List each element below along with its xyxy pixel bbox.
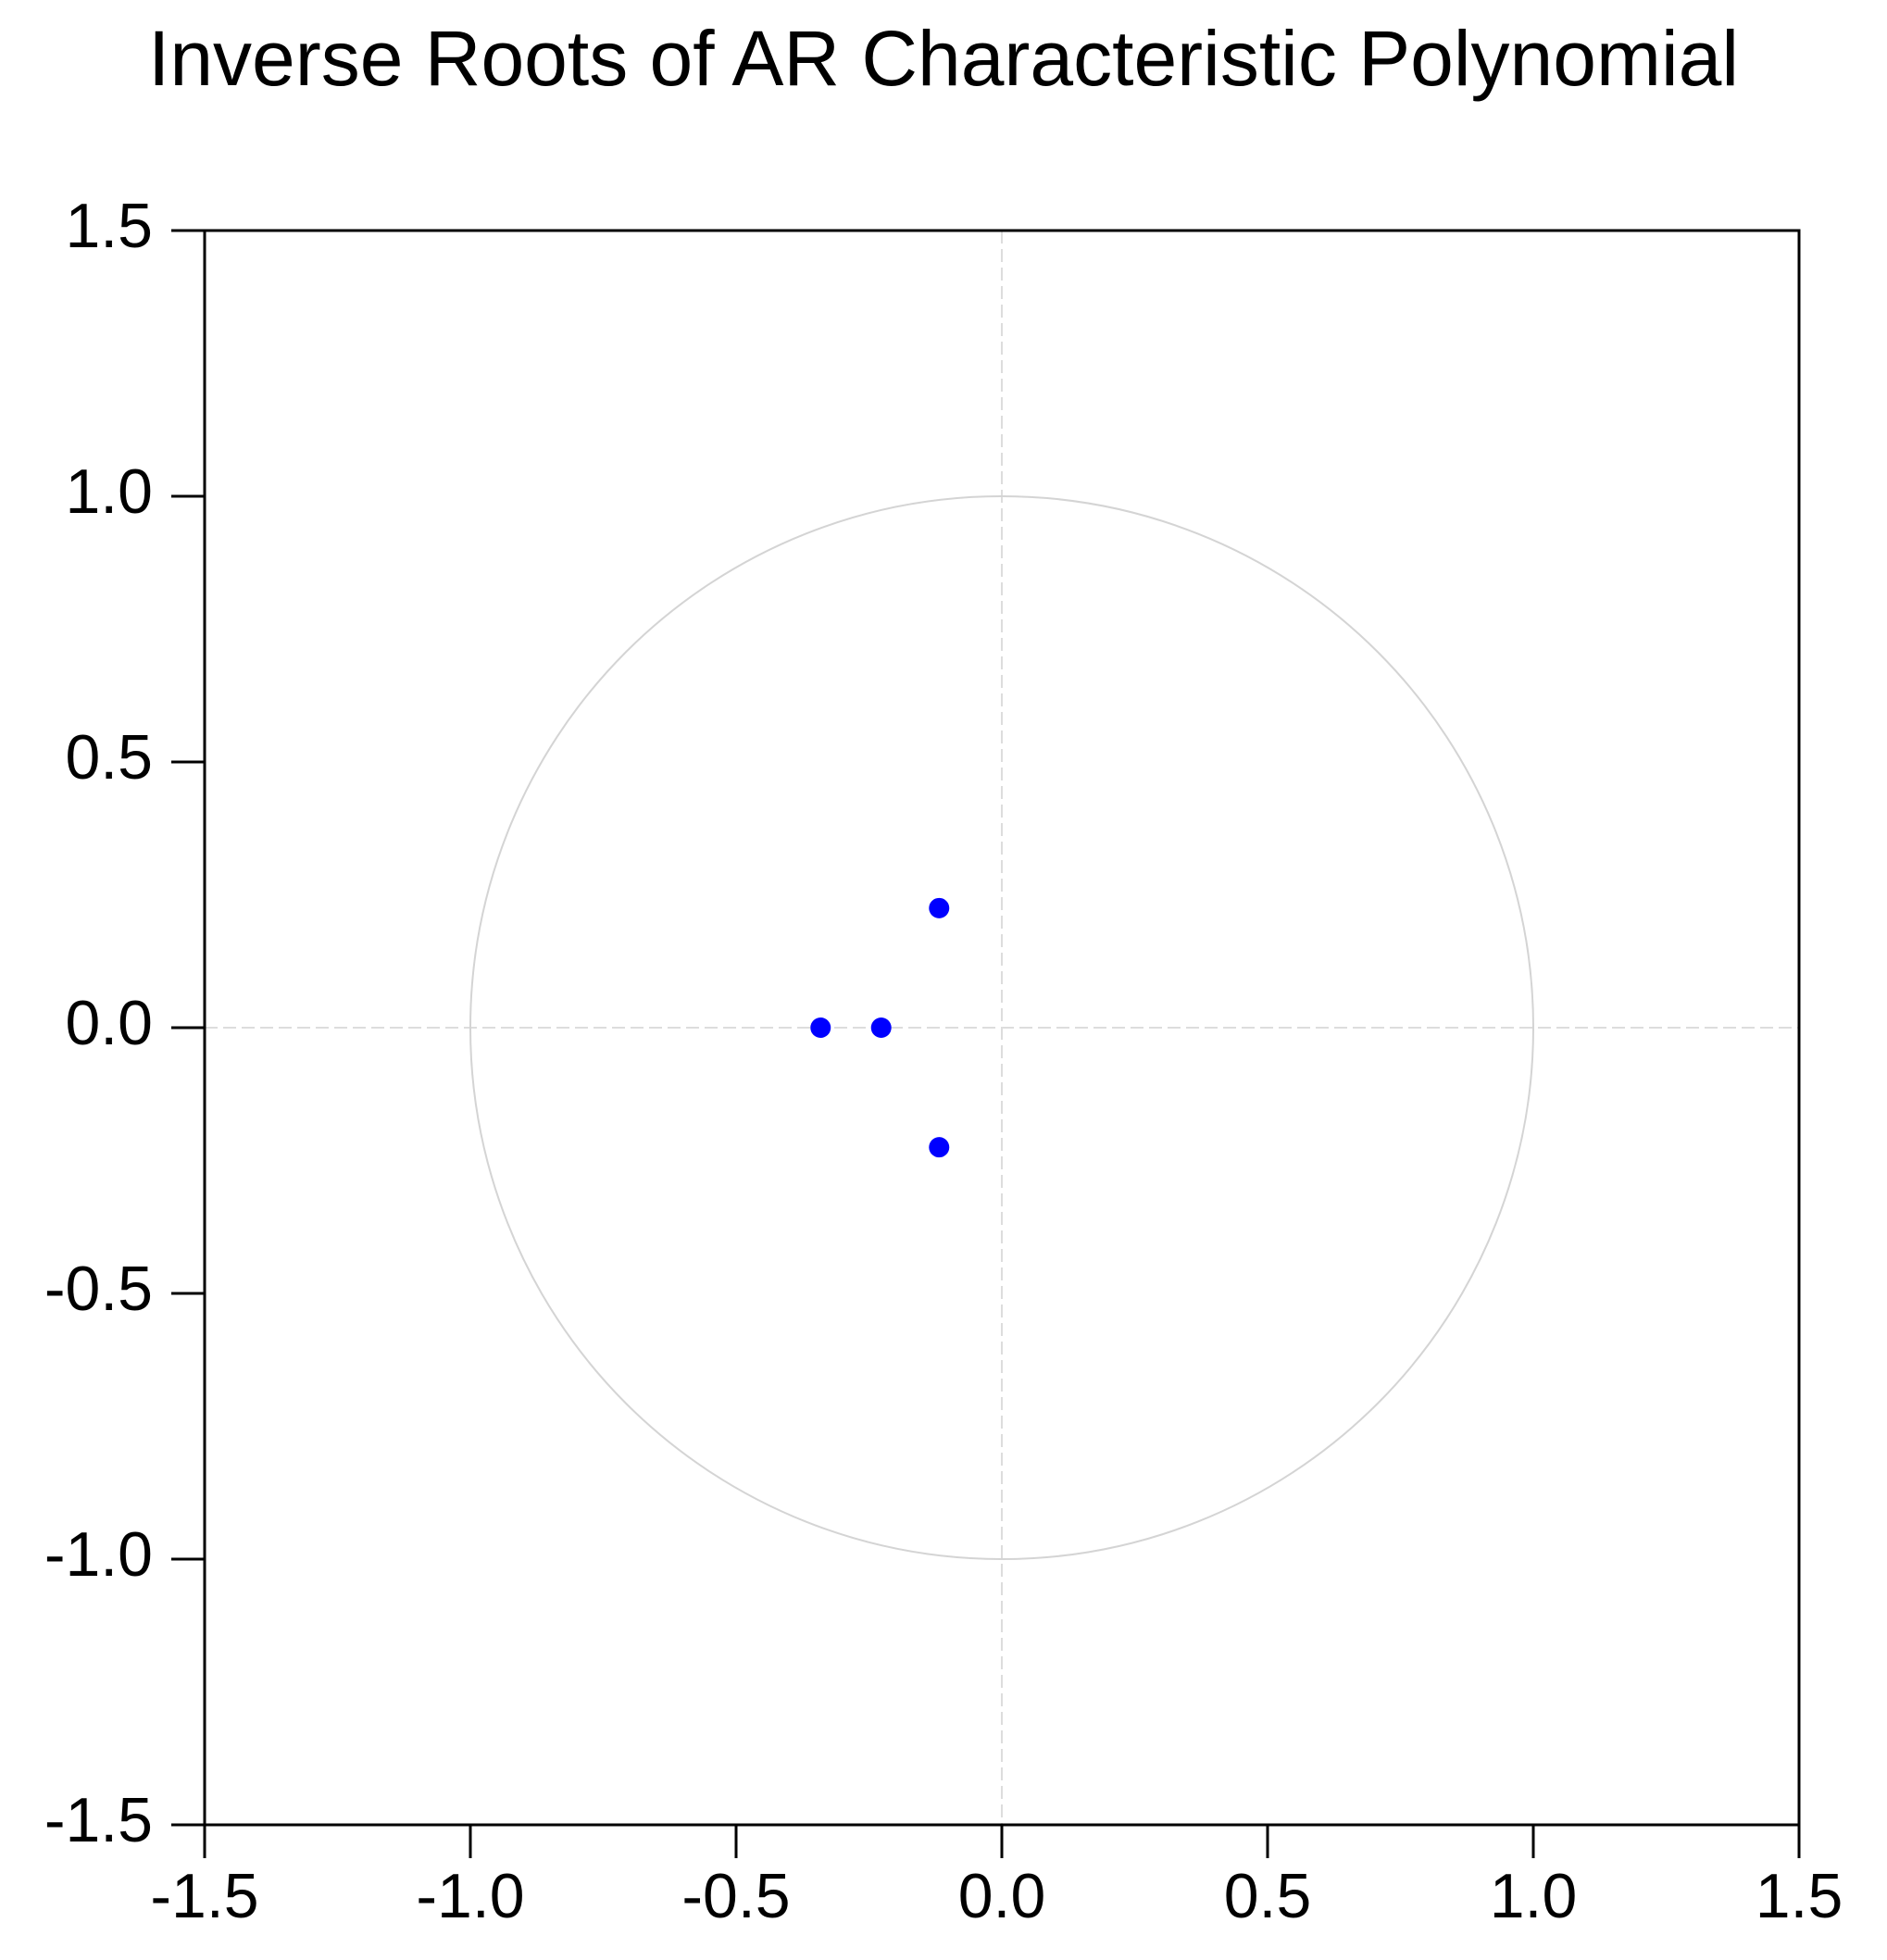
- x-tick-label: 0.0: [958, 1861, 1046, 1931]
- y-tick-label: -1.5: [44, 1785, 153, 1855]
- x-tick-label: 0.5: [1224, 1861, 1312, 1931]
- x-tick-label: 1.0: [1490, 1861, 1578, 1931]
- chart-title: Inverse Roots of AR Characteristic Polyn…: [148, 15, 1739, 102]
- y-tick-label: -0.5: [44, 1254, 153, 1324]
- root-point: [870, 1017, 892, 1038]
- x-tick-label: -0.5: [681, 1861, 790, 1931]
- root-point: [929, 1137, 950, 1158]
- y-tick-label: 1.5: [65, 191, 153, 261]
- x-tick-label: 1.5: [1756, 1861, 1843, 1931]
- x-tick-label: -1.0: [416, 1861, 524, 1931]
- root-point: [810, 1017, 831, 1038]
- unit-circle: [469, 495, 1534, 1560]
- y-tick-label: -1.0: [44, 1519, 153, 1590]
- y-tick-label: 0.0: [65, 988, 153, 1058]
- y-tick-label: 1.0: [65, 456, 153, 527]
- x-tick-label: -1.5: [150, 1861, 258, 1931]
- y-tick-label: 0.5: [65, 722, 153, 793]
- root-point: [929, 897, 950, 918]
